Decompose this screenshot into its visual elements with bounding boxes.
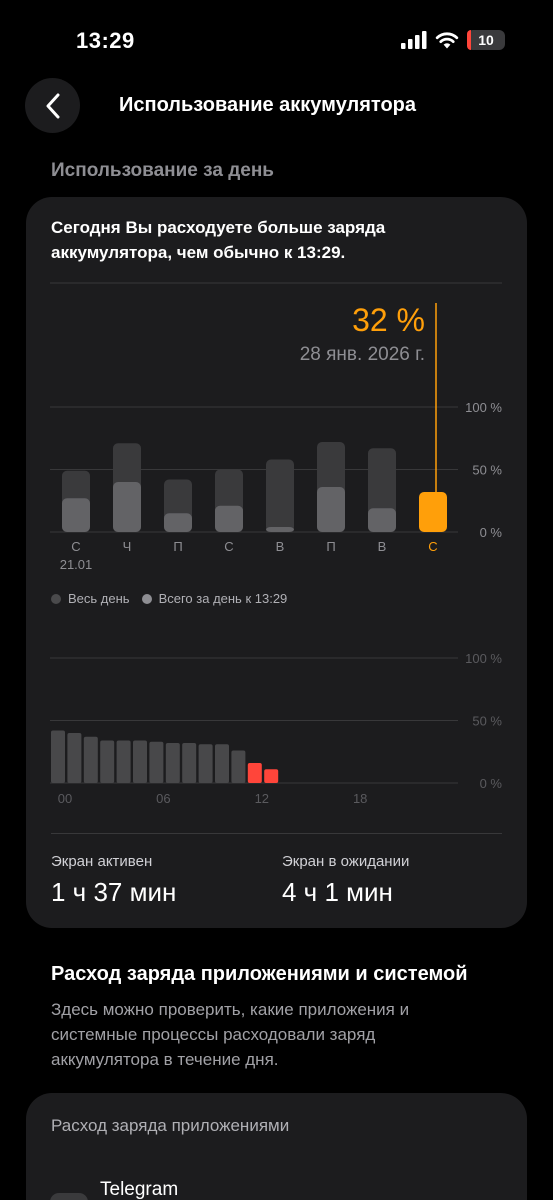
hourly-bar bbox=[215, 744, 229, 783]
page-title: Использование аккумулятора bbox=[119, 94, 417, 116]
hourly-bar bbox=[182, 743, 197, 783]
legend-label-to-time: Всего за день к 13:29 bbox=[158, 591, 288, 606]
app-row-telegram[interactable]: Telegram bbox=[100, 1179, 179, 1200]
daily-bar-to-time bbox=[62, 498, 90, 532]
screen-idle-label: Экран в ожидании bbox=[282, 853, 410, 870]
hourly-bar bbox=[149, 741, 164, 783]
daily-x-tick-label: Ч bbox=[123, 539, 132, 554]
daily-x-tick-label: В bbox=[276, 539, 285, 554]
hourly-x-tick-label: 00 bbox=[58, 791, 72, 806]
battery-level: 10 bbox=[478, 32, 494, 48]
daily-x-tick-label: П bbox=[173, 539, 182, 554]
apps-description: Здесь можно проверить, какие приложения … bbox=[51, 1000, 410, 1069]
daily-bar-to-time bbox=[164, 513, 192, 532]
daily-x-tick-label: В bbox=[378, 539, 387, 554]
battery-charts: 100 % 50 % 0 % С 21.01 Ч П С В П В С 100 % 50 % 0 % 00 0… bbox=[50, 282, 503, 806]
daily-x-tick-label: С bbox=[224, 539, 233, 554]
chevron-left-icon bbox=[46, 93, 59, 118]
status-icons: 10 bbox=[401, 30, 505, 50]
legend-label-all-day: Весь день bbox=[68, 591, 130, 606]
battery-usage-card: Сегодня Вы расходуете больше заряда акку… bbox=[26, 197, 527, 928]
usage-summary-text: Сегодня Вы расходуете больше заряда акку… bbox=[51, 218, 386, 262]
selected-day-value: 32 % bbox=[352, 302, 425, 338]
selected-day-date: 28 янв. 2026 г. bbox=[299, 344, 425, 365]
daily-bar-all-day bbox=[266, 459, 294, 532]
apps-card-title: Расход заряда приложениями bbox=[51, 1116, 290, 1135]
hourly-bar bbox=[247, 763, 262, 783]
screen-active-label: Экран активен bbox=[51, 853, 153, 870]
hourly-y-tick-label: 50 % bbox=[472, 714, 502, 729]
telegram-app-icon bbox=[50, 1193, 88, 1200]
stats-divider bbox=[51, 833, 502, 834]
wifi-icon bbox=[435, 32, 459, 49]
daily-x-tick-label: П bbox=[326, 539, 335, 554]
hourly-bar bbox=[198, 744, 213, 783]
chart-legend: Весь день Всего за день к 13:29 bbox=[51, 591, 299, 606]
hourly-x-tick-label: 12 bbox=[255, 791, 269, 806]
daily-y-tick-label: 0 % bbox=[480, 525, 503, 540]
battery-icon: 10 bbox=[467, 30, 505, 50]
hourly-bar bbox=[83, 736, 98, 783]
hourly-bar bbox=[67, 733, 82, 783]
daily-bar-to-time bbox=[266, 527, 294, 532]
daily-x-first-date-label: 21.01 bbox=[60, 557, 93, 572]
legend-dot-all-day bbox=[51, 593, 61, 604]
apps-usage-card: Расход заряда приложениями Telegram bbox=[26, 1093, 527, 1200]
screen-active-value: 1 ч 37 мин bbox=[51, 877, 177, 907]
daily-x-tick-label: С bbox=[428, 539, 437, 554]
hourly-bar bbox=[165, 743, 180, 783]
hourly-bar bbox=[100, 740, 115, 783]
daily-bar-to-time bbox=[215, 505, 243, 532]
hourly-y-tick-label: 100 % bbox=[465, 651, 502, 666]
hourly-y-tick-label: 0 % bbox=[480, 776, 503, 791]
screen-idle-value: 4 ч 1 мин bbox=[282, 877, 393, 907]
daily-bar-to-time bbox=[317, 487, 345, 532]
hourly-x-tick-label: 18 bbox=[353, 791, 367, 806]
daily-x-tick-label: С bbox=[71, 539, 80, 554]
hourly-bar bbox=[133, 740, 147, 783]
hourly-bar bbox=[116, 740, 131, 783]
hourly-bar bbox=[51, 730, 65, 783]
status-time: 13:29 bbox=[76, 28, 135, 53]
legend-to-time: Всего за день к 13:29 bbox=[141, 591, 288, 606]
hourly-bar bbox=[264, 769, 279, 783]
legend-dot-to-time bbox=[141, 593, 152, 604]
battery-fill bbox=[467, 30, 471, 50]
cellular-signal-icon bbox=[401, 31, 427, 49]
hourly-bar bbox=[231, 750, 246, 783]
daily-bar-selected bbox=[419, 492, 447, 532]
daily-bar-to-time bbox=[113, 482, 141, 532]
hourly-x-tick-label: 06 bbox=[156, 791, 170, 806]
section-title-daily-usage: Использование за день bbox=[51, 160, 274, 181]
apps-heading: Расход заряда приложениями и системой bbox=[51, 963, 468, 985]
daily-y-tick-label: 100 % bbox=[465, 400, 502, 415]
daily-bar-to-time bbox=[368, 508, 396, 532]
back-button[interactable] bbox=[25, 78, 80, 133]
legend-all-day: Весь день bbox=[51, 591, 130, 606]
daily-y-tick-label: 50 % bbox=[472, 463, 502, 478]
status-bar: 13:29 10 bbox=[0, 0, 553, 80]
